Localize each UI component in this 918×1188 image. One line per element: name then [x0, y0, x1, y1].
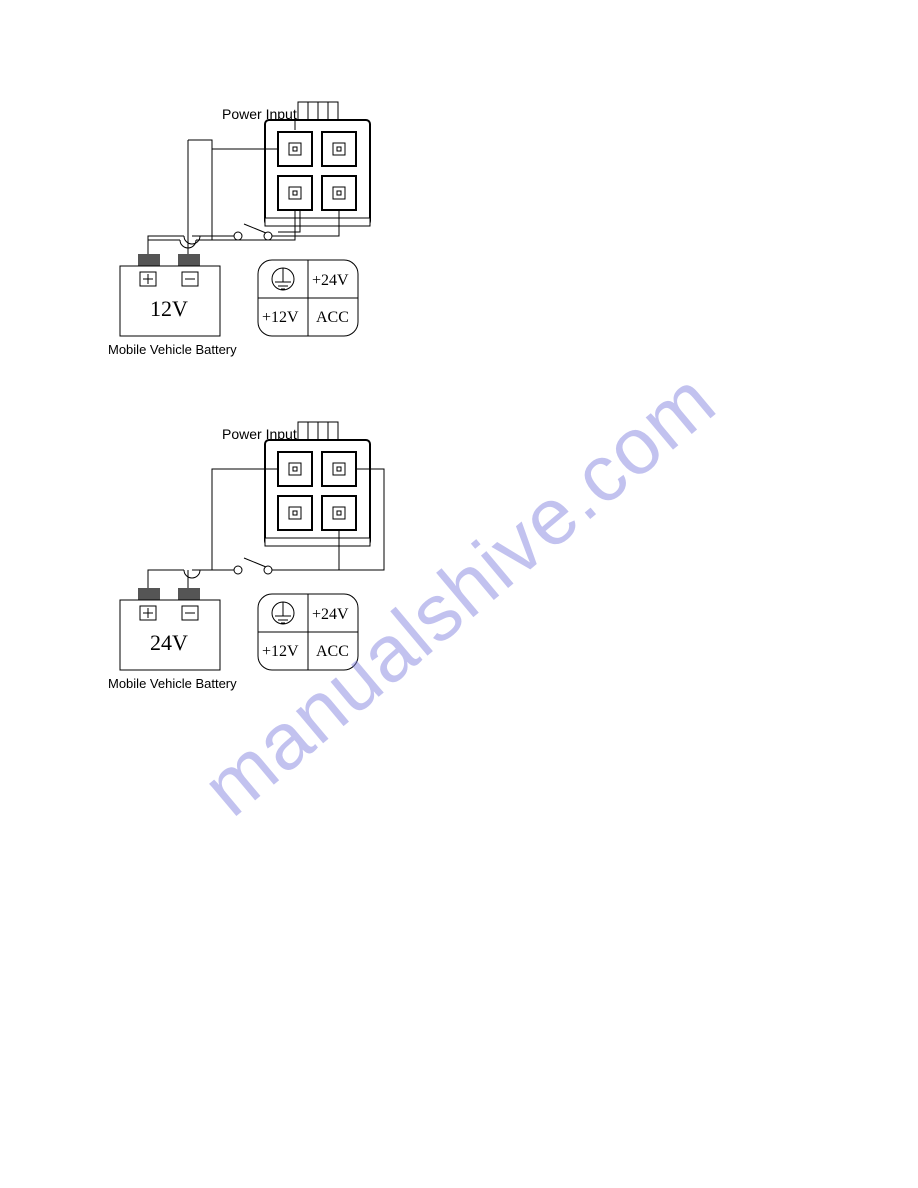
pinout-legend-12v: +24V +12V ACC [258, 260, 358, 336]
battery-caption-12v: Mobile Vehicle Battery [108, 342, 237, 357]
battery-24v: 24V [120, 588, 220, 670]
diagram-24v: Power Input [108, 422, 384, 691]
battery-voltage-24v: 24V [150, 630, 188, 655]
pinout-acc: ACC [316, 309, 349, 326]
pinout-acc-b: ACC [316, 643, 349, 660]
pinout-12v: +12V [262, 309, 299, 326]
battery-voltage-12v: 12V [150, 296, 188, 321]
battery-12v: 12V [120, 254, 220, 336]
pinout-12v-b: +12V [262, 643, 299, 660]
battery-caption-24v: Mobile Vehicle Battery [108, 676, 237, 691]
pinout-24v-b: +24V [312, 606, 349, 623]
diagram-12v: Power Input [108, 102, 370, 357]
wiring-diagrams-svg: Power Input [0, 0, 918, 1188]
pinout-legend-24v: +24V +12V ACC [258, 594, 358, 670]
pinout-24v: +24V [312, 272, 349, 289]
